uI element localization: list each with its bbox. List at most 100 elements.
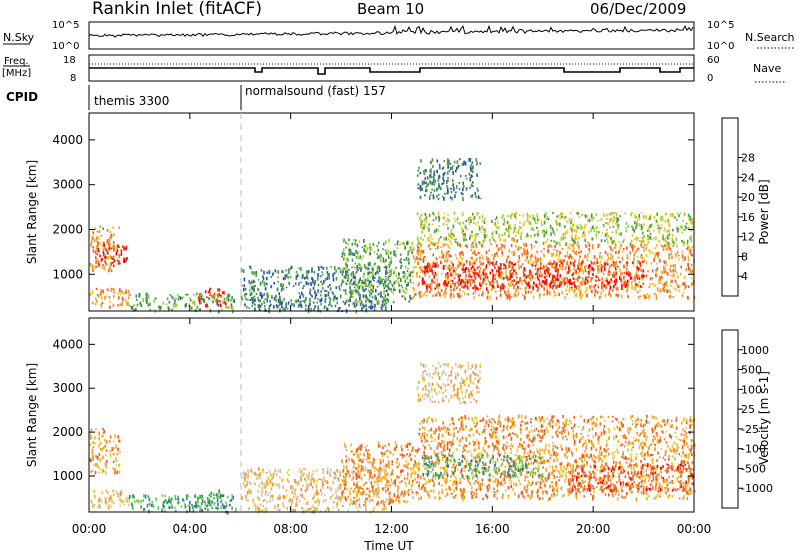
scatter-cell: [377, 272, 379, 275]
scatter-cell: [410, 476, 412, 479]
scatter-cell: [535, 241, 538, 244]
scatter-cell: [101, 267, 104, 269]
scatter-cell: [275, 304, 278, 308]
scatter-cell: [681, 250, 684, 253]
scatter-cell: [559, 222, 561, 227]
scatter-cell: [212, 295, 214, 299]
scatter-cell: [215, 494, 218, 496]
scatter-cell: [674, 264, 676, 268]
scatter-cell: [224, 505, 227, 508]
scatter-cell: [658, 482, 661, 485]
scatter-cell: [99, 241, 102, 245]
scatter-cell: [312, 470, 315, 473]
scatter-cell: [99, 292, 102, 296]
scatter-cell: [409, 248, 412, 252]
scatter-cell: [544, 231, 546, 234]
scatter-cell: [462, 233, 465, 236]
scatter-cell: [513, 279, 515, 282]
scatter-cell: [356, 265, 358, 270]
scatter-cell: [365, 308, 368, 311]
scatter-cell: [654, 283, 656, 288]
scatter-cell: [221, 503, 224, 507]
scatter-cell: [125, 291, 127, 294]
scatter-cell: [186, 494, 188, 498]
scatter-cell: [616, 265, 619, 268]
scatter-cell: [149, 309, 152, 312]
scatter-cell: [469, 450, 471, 452]
scatter-cell: [250, 285, 253, 289]
scatter-cell: [482, 268, 485, 273]
scatter-cell: [347, 242, 349, 246]
scatter-cell: [453, 277, 456, 280]
scatter-cell: [630, 455, 633, 459]
scatter-cell: [606, 252, 609, 257]
scatter-cell: [445, 260, 448, 263]
scatter-cell: [555, 454, 557, 459]
scatter-cell: [271, 482, 274, 486]
scatter-cell: [635, 236, 638, 240]
scatter-cell: [541, 486, 543, 489]
scatter-cell: [426, 286, 428, 289]
scatter-cell: [361, 281, 364, 284]
scatter-cell: [435, 264, 437, 268]
scatter-cell: [469, 233, 472, 237]
scatter-cell: [394, 447, 397, 451]
scatter-cell: [615, 281, 618, 284]
scatter-cell: [200, 509, 202, 511]
scatter-cell: [477, 272, 480, 276]
scatter-cell: [386, 484, 389, 487]
scatter-cell: [317, 283, 320, 287]
scatter-cell: [529, 255, 532, 258]
scatter-cell: [105, 460, 108, 464]
scatter-cell: [480, 231, 483, 234]
scatter-cell: [240, 295, 243, 300]
scatter-cell: [641, 246, 643, 249]
scatter-cell: [559, 263, 561, 268]
scatter-cell: [541, 223, 543, 226]
scatter-cell: [292, 285, 295, 287]
scatter-cell: [584, 234, 586, 238]
scatter-cell: [584, 223, 587, 227]
scatter-cell: [90, 239, 93, 244]
scatter-cell: [228, 307, 230, 310]
scatter-cell: [495, 230, 498, 233]
scatter-cell: [514, 459, 516, 464]
scatter-cell: [275, 299, 277, 302]
scatter-cell: [350, 280, 352, 283]
scatter-cell: [217, 502, 219, 507]
scatter-cell: [580, 264, 583, 268]
scatter-cell: [419, 258, 422, 261]
scatter-cell: [369, 272, 372, 275]
scatter-cell: [626, 264, 628, 267]
scatter-cell: [532, 295, 535, 299]
scatter-cell: [637, 267, 640, 271]
scatter-cell: [406, 288, 408, 291]
scatter-cell: [151, 501, 154, 504]
scatter-cell: [524, 259, 527, 262]
scatter-cell: [225, 306, 227, 309]
scatter-cell: [543, 276, 546, 279]
scatter-cell: [355, 284, 358, 287]
scatter-cell: [474, 234, 476, 237]
scatter-cell: [300, 267, 302, 271]
scatter-cell: [316, 301, 319, 304]
scatter-cell: [342, 238, 345, 242]
scatter-cell: [408, 443, 410, 445]
scatter-cell: [634, 251, 637, 254]
scatter-cell: [412, 446, 414, 451]
scatter-cell: [554, 469, 556, 472]
scatter-cell: [691, 226, 694, 228]
scatter-cell: [354, 271, 357, 276]
scatter-cell: [424, 213, 427, 216]
scatter-cell: [363, 483, 365, 487]
scatter-cell: [377, 248, 379, 252]
scatter-cell: [171, 506, 173, 509]
scatter-cell: [275, 294, 277, 299]
scatter-cell: [185, 293, 187, 296]
scatter-cell: [442, 254, 445, 259]
scatter-cell: [335, 286, 338, 289]
scatter-cell: [645, 260, 648, 265]
scatter-cell: [354, 306, 356, 308]
scatter-cell: [447, 179, 449, 182]
scatter-cell: [375, 494, 378, 497]
